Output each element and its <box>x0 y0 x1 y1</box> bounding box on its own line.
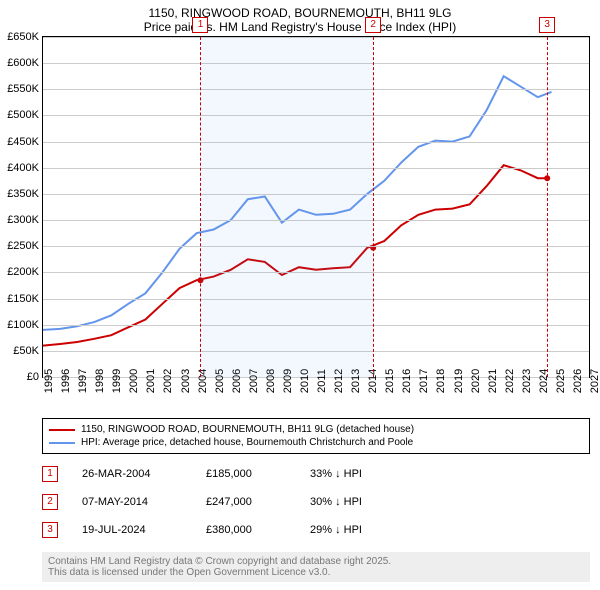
xtick-label: 2025 <box>555 369 567 393</box>
ytick-label: £550K <box>7 83 39 95</box>
xtick-label: 1999 <box>111 369 123 393</box>
sale-row-date: 19-JUL-2024 <box>82 524 182 536</box>
ytick-label: £350K <box>7 188 39 200</box>
footer-line-2: This data is licensed under the Open Gov… <box>48 567 584 578</box>
chart-title: 1150, RINGWOOD ROAD, BOURNEMOUTH, BH11 9… <box>0 0 600 36</box>
xtick-label: 2015 <box>384 369 396 393</box>
sale-marker-line <box>547 37 548 377</box>
sale-marker-line <box>200 37 201 377</box>
ytick-label: £100K <box>7 319 39 331</box>
sale-marker-badge: 3 <box>539 17 555 33</box>
ytick-label: £0 <box>27 371 39 383</box>
sale-row-diff: 30% ↓ HPI <box>310 496 362 508</box>
ytick-label: £500K <box>7 109 39 121</box>
legend-label: HPI: Average price, detached house, Bour… <box>81 437 413 448</box>
xtick-label: 1997 <box>77 369 89 393</box>
legend: 1150, RINGWOOD ROAD, BOURNEMOUTH, BH11 9… <box>42 418 590 454</box>
ytick-label: £450K <box>7 136 39 148</box>
sale-row-price: £247,000 <box>206 496 286 508</box>
xtick-label: 2002 <box>162 369 174 393</box>
plot-area: £0£50K£100K£150K£200K£250K£300K£350K£400… <box>42 36 590 378</box>
legend-label: 1150, RINGWOOD ROAD, BOURNEMOUTH, BH11 9… <box>81 424 414 435</box>
ytick-label: £650K <box>7 31 39 43</box>
ytick-label: £400K <box>7 162 39 174</box>
sale-row-price: £185,000 <box>206 468 286 480</box>
ytick-label: £250K <box>7 240 39 252</box>
ytick-label: £600K <box>7 57 39 69</box>
sale-row-diff: 29% ↓ HPI <box>310 524 362 536</box>
ytick-label: £300K <box>7 214 39 226</box>
attribution-footer: Contains HM Land Registry data © Crown c… <box>42 552 590 582</box>
sale-marker-badge: 1 <box>192 17 208 33</box>
xtick-label: 2017 <box>418 369 430 393</box>
xtick-label: 2000 <box>128 369 140 393</box>
sale-marker-badge: 2 <box>365 17 381 33</box>
xtick-label: 2001 <box>145 369 157 393</box>
xtick-label: 1996 <box>60 369 72 393</box>
legend-item: HPI: Average price, detached house, Bour… <box>49 436 583 449</box>
sale-row: 3 19-JUL-2024 £380,000 29% ↓ HPI <box>42 516 590 544</box>
xtick-label: 2003 <box>180 369 192 393</box>
xtick-label: 2018 <box>435 369 447 393</box>
sale-marker-line <box>373 37 374 377</box>
sale-row-date: 26-MAR-2004 <box>82 468 182 480</box>
title-line-2: Price paid vs. HM Land Registry's House … <box>0 20 600 34</box>
xtick-label: 2027 <box>589 369 600 393</box>
xtick-label: 2023 <box>521 369 533 393</box>
sale-row-marker: 3 <box>42 522 58 538</box>
xtick-label: 2020 <box>470 369 482 393</box>
legend-swatch <box>49 429 75 431</box>
legend-item: 1150, RINGWOOD ROAD, BOURNEMOUTH, BH11 9… <box>49 423 583 436</box>
xtick-label: 1995 <box>43 369 55 393</box>
sale-row: 1 26-MAR-2004 £185,000 33% ↓ HPI <box>42 460 590 488</box>
xtick-label: 1998 <box>94 369 106 393</box>
ytick-label: £200K <box>7 266 39 278</box>
xtick-label: 2022 <box>504 369 516 393</box>
xtick-label: 2026 <box>572 369 584 393</box>
ytick-label: £150K <box>7 293 39 305</box>
sale-row: 2 07-MAY-2014 £247,000 30% ↓ HPI <box>42 488 590 516</box>
legend-swatch <box>49 442 75 444</box>
ytick-label: £50K <box>13 345 39 357</box>
shaded-ownership-region <box>200 37 373 377</box>
sale-row-marker: 1 <box>42 466 58 482</box>
xtick-label: 2021 <box>487 369 499 393</box>
sale-row-diff: 33% ↓ HPI <box>310 468 362 480</box>
title-line-1: 1150, RINGWOOD ROAD, BOURNEMOUTH, BH11 9… <box>0 6 600 20</box>
xtick-label: 2019 <box>453 369 465 393</box>
sale-row-date: 07-MAY-2014 <box>82 496 182 508</box>
xtick-label: 2016 <box>401 369 413 393</box>
chart-root: 1150, RINGWOOD ROAD, BOURNEMOUTH, BH11 9… <box>0 0 600 582</box>
sales-table: 1 26-MAR-2004 £185,000 33% ↓ HPI 2 07-MAY-201… <box>42 460 590 544</box>
sale-row-price: £380,000 <box>206 524 286 536</box>
sale-row-marker: 2 <box>42 494 58 510</box>
footer-line-1: Contains HM Land Registry data © Crown c… <box>48 556 584 567</box>
